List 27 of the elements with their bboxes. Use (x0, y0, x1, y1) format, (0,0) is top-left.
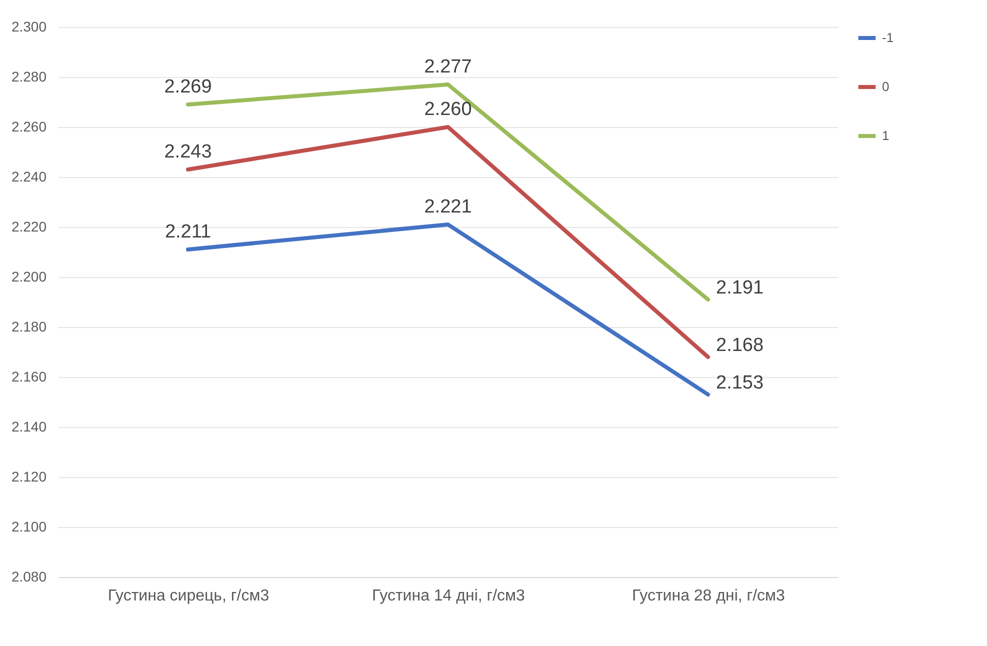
data-label: 2.168 (716, 335, 764, 356)
data-label: 2.277 (424, 56, 472, 78)
y-tick-label: 2.220 (11, 218, 47, 234)
x-tick-label: Густина сирець, г/см3 (108, 588, 270, 604)
data-label: 2.153 (716, 372, 764, 394)
x-tick-label: Густина 28 дні, г/см3 (632, 588, 786, 604)
y-tick-label: 2.260 (11, 118, 47, 134)
y-tick-label: 2.300 (11, 18, 47, 34)
legend-label: 1 (882, 128, 890, 143)
legend-label: -1 (882, 30, 894, 45)
data-label: 2.243 (164, 142, 212, 162)
y-tick-label: 2.280 (11, 68, 47, 84)
y-tick-label: 2.140 (11, 418, 47, 434)
data-label: 2.191 (716, 278, 764, 298)
y-tick-label: 2.100 (11, 518, 47, 534)
x-tick-label: Густина 14 дні, г/см3 (372, 588, 526, 604)
data-label: 2.211 (164, 222, 212, 242)
y-tick-label: 2.240 (11, 168, 47, 184)
y-tick-label: 2.200 (11, 268, 47, 284)
data-label: 2.221 (424, 196, 472, 218)
y-tick-label: 2.120 (11, 468, 47, 484)
data-label: 2.260 (424, 99, 472, 120)
y-tick-label: 2.180 (11, 318, 47, 334)
y-tick-label: 2.080 (11, 568, 47, 584)
data-label: 2.269 (164, 76, 212, 98)
legend-label: 0 (882, 79, 890, 94)
y-tick-label: 2.160 (11, 368, 47, 384)
